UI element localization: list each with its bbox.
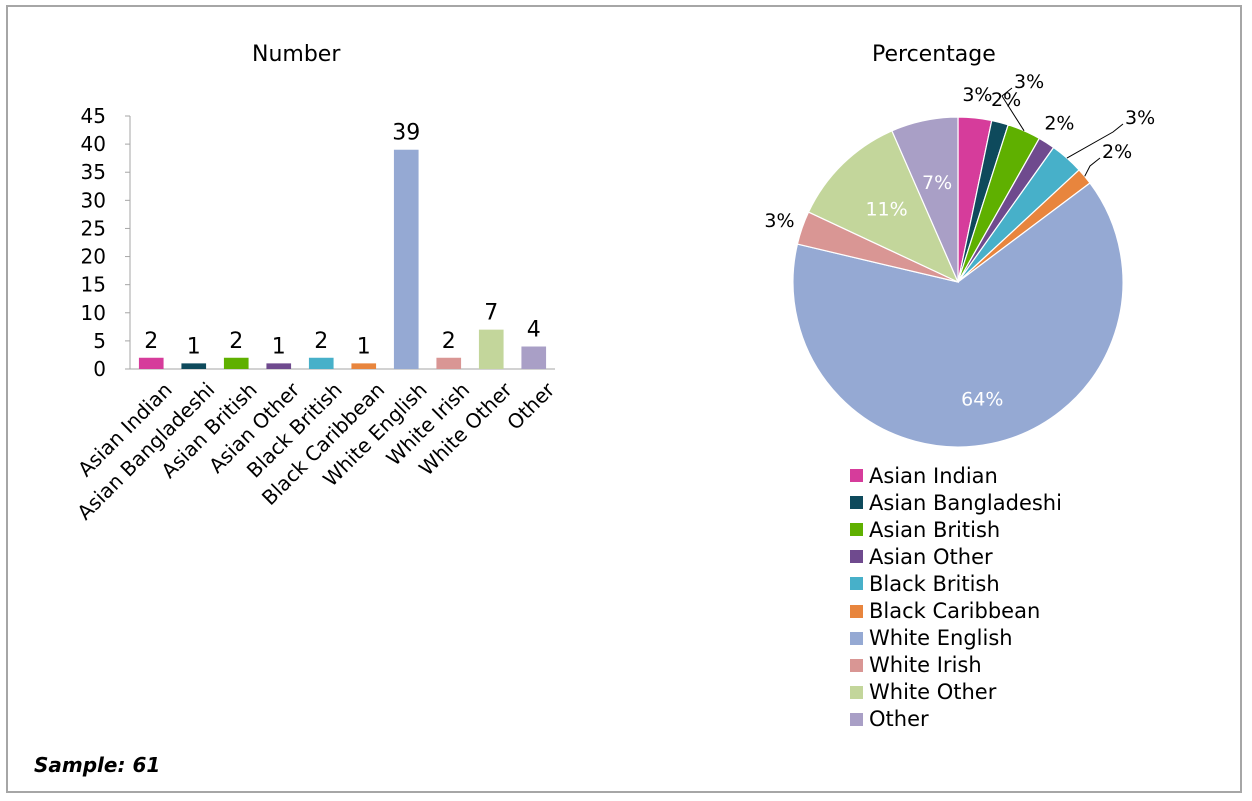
bar-0 — [138, 357, 164, 369]
y-tick-label: 5 — [93, 329, 106, 353]
pie-slice-6 — [792, 182, 1124, 448]
pie-slice-9 — [891, 116, 959, 283]
legend-item: Asian Other — [850, 543, 1062, 570]
bar-8 — [478, 329, 504, 369]
bar-value-label: 39 — [392, 121, 420, 146]
bar-value-label: 1 — [187, 334, 201, 359]
legend-item: Asian British — [850, 516, 1062, 543]
bar-value-label: 7 — [484, 301, 498, 326]
bar-value-label: 2 — [229, 329, 243, 354]
bar-value-label: 1 — [357, 334, 371, 359]
legend-swatch — [850, 550, 863, 564]
y-tick-label: 20 — [81, 245, 106, 269]
y-tick-label: 0 — [93, 357, 106, 381]
legend-label: Asian Other — [869, 544, 993, 569]
legend-item: White English — [850, 625, 1062, 652]
legend-item: White Other — [850, 679, 1062, 706]
bar-6 — [393, 149, 419, 369]
pie-legend: Asian Indian Asian Bangladeshi Asian Briti… — [850, 462, 1062, 733]
legend-label: Asian Bangladeshi — [869, 490, 1062, 515]
legend-item: Asian Indian — [850, 462, 1062, 489]
legend-swatch — [850, 658, 863, 672]
bar-value-label: 1 — [272, 334, 286, 359]
legend-label: Black Caribbean — [869, 599, 1041, 624]
y-tick-label: 30 — [81, 188, 106, 212]
y-tick-label: 45 — [81, 104, 106, 128]
legend-swatch — [850, 523, 863, 537]
pie-leader-line — [1066, 123, 1124, 159]
pie-value-label: 64% — [961, 388, 1003, 410]
legend-swatch — [850, 496, 863, 510]
bar-value-label: 4 — [527, 318, 541, 343]
pie-leader-line — [1084, 157, 1101, 177]
bar-value-label: 2 — [144, 329, 158, 354]
pie-leader-line — [1001, 87, 1025, 132]
legend-label: Asian British — [869, 517, 1001, 542]
pie-slice-8 — [807, 130, 960, 284]
legend-swatch — [850, 577, 863, 591]
bar-value-label: 2 — [314, 329, 328, 354]
pie-chart-title: Percentage — [872, 42, 996, 67]
pie-value-label: 7% — [922, 172, 952, 194]
x-tick-label: Other — [502, 377, 560, 435]
bar-3 — [266, 363, 292, 369]
bar-4 — [308, 357, 334, 369]
pie-chart: 3%2%3%2% 3%2%64%3%11%7% — [764, 71, 1155, 448]
y-tick-label: 40 — [81, 132, 106, 156]
chart-frame — [6, 5, 1242, 793]
legend-item: White Irish — [850, 652, 1062, 679]
legend-item: Black British — [850, 570, 1062, 597]
bar-5 — [351, 363, 377, 369]
legend-swatch — [850, 631, 863, 645]
legend-swatch — [850, 712, 863, 726]
pie-value-label: 2% — [1044, 113, 1074, 135]
pie-value-label: 3% — [1014, 71, 1044, 93]
legend-item: Black Caribbean — [850, 597, 1062, 624]
pie-value-label: 3% — [1125, 107, 1155, 129]
legend-item: Asian Bangladeshi — [850, 489, 1062, 516]
legend-label: Asian Indian — [869, 463, 998, 488]
sample-note: Sample: 61 — [34, 753, 161, 777]
y-tick-label: 25 — [81, 216, 106, 240]
pie-value-label: 11% — [865, 199, 907, 221]
y-tick-label: 35 — [81, 160, 106, 184]
legend-label: Other — [869, 707, 929, 732]
pie-value-label: 2% — [991, 89, 1021, 111]
y-tick-label: 10 — [81, 301, 106, 325]
pie-value-label: 3% — [962, 84, 992, 106]
bar-chart-title: Number — [252, 42, 341, 67]
bar-value-label: 2 — [442, 329, 456, 354]
legend-swatch — [850, 469, 863, 483]
pie-value-label: 3% — [764, 210, 794, 232]
legend-item: Other — [850, 706, 1062, 733]
bar-2 — [223, 357, 249, 369]
bar-1 — [181, 363, 207, 369]
legend-label: White English — [869, 626, 1013, 651]
legend-swatch — [850, 604, 863, 618]
legend-label: White Irish — [869, 653, 982, 678]
y-tick-label: 15 — [81, 273, 106, 297]
legend-swatch — [850, 685, 863, 699]
legend-label: Black British — [869, 571, 1000, 596]
bar-7 — [436, 357, 462, 369]
pie-value-label: 2% — [1102, 141, 1132, 163]
bar-9 — [521, 346, 547, 369]
legend-label: White Other — [869, 680, 997, 705]
